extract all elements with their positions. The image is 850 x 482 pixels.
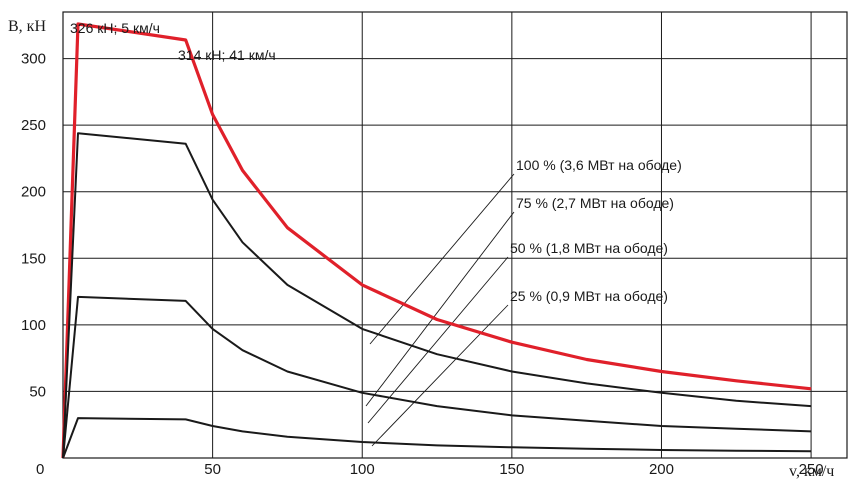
legend-label-2: 75 % (2,7 МВт на ободе) [516, 195, 674, 211]
x-tick-label: 50 [204, 461, 221, 478]
legend-leaders [365, 173, 515, 447]
y-axis-title: B, кН [8, 18, 46, 35]
point-annotation-1: 326 кН; 5 км/ч [70, 20, 160, 36]
x-tick-label: 0 [36, 461, 44, 478]
legend-leader-2 [365, 211, 515, 407]
legend-label-1: 100 % (3,6 МВт на ободе) [516, 157, 682, 173]
series-line-3 [62, 295, 812, 459]
series-lines [61, 22, 812, 459]
x-tick-label: 200 [649, 461, 674, 478]
y-tick-label: 50 [29, 383, 46, 400]
series-line-2 [62, 132, 812, 459]
point-annotation-2: 314 кН; 41 км/ч [178, 47, 276, 63]
x-axis-title: v, км/ч [789, 463, 834, 480]
y-tick-label: 200 [21, 184, 46, 201]
y-tick-label: 100 [21, 317, 46, 334]
series-line-4 [62, 417, 812, 459]
y-tick-label: 250 [21, 117, 46, 134]
series-line-1 [61, 22, 812, 459]
legend-leader-4 [371, 304, 509, 447]
x-tick-label: 100 [350, 461, 375, 478]
x-tick-label: 150 [499, 461, 524, 478]
plot-frame [62, 11, 848, 459]
grid [63, 12, 847, 458]
legend-labels: 100 % (3,6 МВт на ободе) 75 % (2,7 МВт на… [510, 157, 682, 304]
tick-labels: 0 50 100 150 200 250 50 100 150 200 250 300 [21, 51, 824, 478]
y-tick-label: 150 [21, 250, 46, 267]
y-tick-label: 300 [21, 51, 46, 68]
x-tick-label: 250 [799, 461, 824, 478]
legend-leader-1 [369, 173, 515, 345]
legend-label-3: 50 % (1,8 МВт на ободе) [510, 240, 668, 256]
legend-label-4: 25 % (0,9 МВт на ободе) [510, 288, 668, 304]
legend-leader-3 [367, 256, 509, 424]
annotations: 326 кН; 5 км/ч 314 кН; 41 км/ч [70, 20, 276, 63]
